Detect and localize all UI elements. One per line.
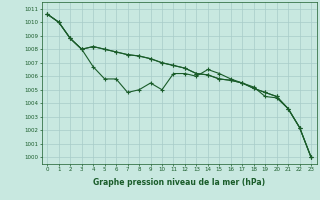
X-axis label: Graphe pression niveau de la mer (hPa): Graphe pression niveau de la mer (hPa) xyxy=(93,178,265,187)
